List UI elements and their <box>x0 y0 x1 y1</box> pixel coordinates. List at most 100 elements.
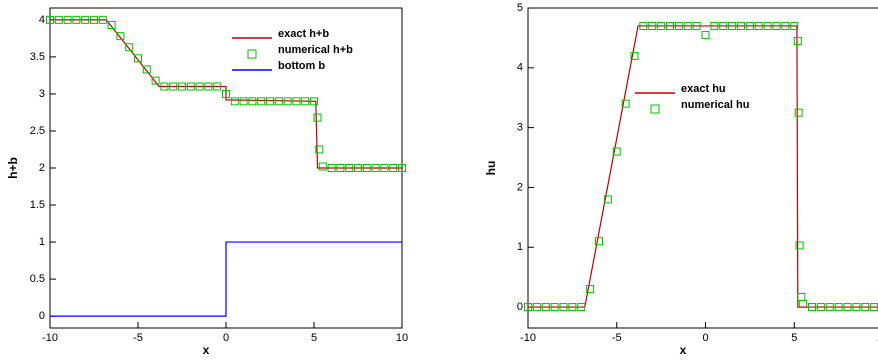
marker <box>719 21 728 30</box>
marker <box>186 82 195 91</box>
marker <box>46 15 54 24</box>
marker <box>222 89 230 98</box>
marker <box>81 15 90 24</box>
marker <box>666 21 674 30</box>
marker <box>195 82 204 91</box>
marker <box>266 97 274 106</box>
marker <box>107 21 116 30</box>
marker <box>790 21 799 30</box>
x-tick-label: 10 <box>396 332 408 344</box>
marker <box>754 21 763 30</box>
marker <box>621 99 630 108</box>
marker <box>125 43 134 52</box>
legend-label: bottom b <box>278 60 325 72</box>
marker <box>772 21 781 30</box>
marker <box>559 303 568 312</box>
series-line <box>50 241 402 317</box>
marker <box>213 82 222 91</box>
marker <box>834 303 843 312</box>
y-tick-label: 2 <box>517 181 523 193</box>
marker <box>639 21 648 30</box>
marker <box>674 21 683 30</box>
marker <box>142 65 151 74</box>
marker <box>98 15 107 24</box>
marker <box>795 241 804 250</box>
marker <box>550 303 559 312</box>
marker <box>603 195 612 204</box>
marker <box>797 292 806 301</box>
y-tick-label: 3.5 <box>30 51 45 63</box>
y-tick-label: 0 <box>39 310 45 322</box>
marker <box>541 303 550 312</box>
x-axis-label: x <box>680 343 687 357</box>
marker <box>793 36 802 45</box>
y-axis-label: hu <box>484 161 498 176</box>
marker <box>380 164 389 172</box>
marker <box>116 32 125 41</box>
series-line <box>528 25 878 308</box>
marker <box>274 97 283 106</box>
marker <box>72 15 81 24</box>
marker <box>283 97 292 106</box>
marker <box>763 21 772 30</box>
marker <box>612 147 621 156</box>
y-tick-label: 1.5 <box>30 199 45 211</box>
marker <box>90 15 98 24</box>
marker <box>630 51 639 60</box>
marker <box>586 285 595 294</box>
x-tick-label: -5 <box>133 332 143 344</box>
x-tick-label: -10 <box>42 332 58 344</box>
marker <box>737 21 745 30</box>
y-tick-label: 0.5 <box>30 273 45 285</box>
marker <box>745 21 754 30</box>
x-tick-label: 5 <box>791 332 797 344</box>
marker <box>825 303 834 312</box>
legend-marker <box>247 49 257 59</box>
marker <box>398 164 406 172</box>
legend-label: exact hu <box>681 83 726 95</box>
marker <box>318 162 327 171</box>
legend-marker <box>650 104 660 114</box>
x-tick-label: 5 <box>311 332 317 344</box>
y-tick-label: 4 <box>39 14 45 26</box>
marker <box>345 164 354 172</box>
x-tick-label: 10 <box>877 332 878 344</box>
marker <box>63 15 72 24</box>
marker <box>169 82 178 91</box>
marker <box>595 237 603 246</box>
marker <box>301 97 310 106</box>
marker <box>315 145 324 154</box>
marker <box>692 21 701 30</box>
y-tick-label: 2 <box>39 162 45 174</box>
marker <box>313 113 322 122</box>
marker <box>781 21 790 30</box>
marker <box>310 97 318 106</box>
legend-label: numerical hu <box>681 99 749 111</box>
x-tick-label: -5 <box>612 332 622 344</box>
y-tick-label: 4 <box>517 62 523 74</box>
y-tick-label: 5 <box>517 2 523 14</box>
y-tick-label: 2.5 <box>30 125 45 137</box>
y-tick-label: 3 <box>517 122 523 134</box>
marker <box>54 15 63 24</box>
y-tick-label: 0 <box>517 301 523 313</box>
marker <box>843 303 852 312</box>
marker <box>371 164 380 172</box>
marker <box>816 303 825 312</box>
legend-label: exact h+b <box>278 28 329 40</box>
marker <box>532 303 541 312</box>
marker <box>134 54 142 63</box>
x-tick-label: -10 <box>520 332 536 344</box>
marker <box>728 21 737 30</box>
y-tick-label: 1 <box>39 236 45 248</box>
marker <box>701 30 710 39</box>
marker <box>577 303 586 312</box>
marker <box>327 164 336 172</box>
marker <box>389 164 398 172</box>
marker <box>160 82 169 91</box>
legend-label: numerical h+b <box>278 44 353 56</box>
y-tick-label: 1 <box>517 241 523 253</box>
marker <box>861 303 870 312</box>
